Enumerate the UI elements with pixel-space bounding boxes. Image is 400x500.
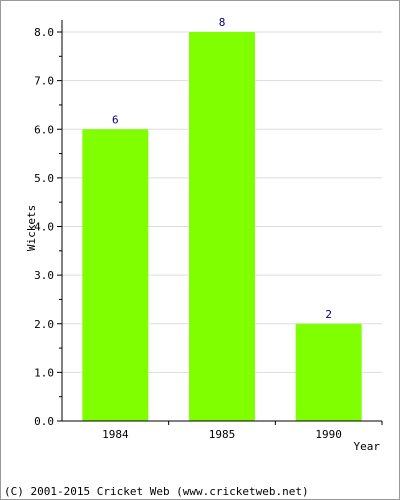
y-tick-label: 0.0 [34, 415, 54, 428]
x-tick-labels: 1984 1985 1990 [102, 428, 342, 441]
bar-1990 [295, 323, 362, 421]
data-label-1985: 8 [219, 16, 226, 29]
y-tick-label: 3.0 [34, 269, 54, 282]
y-tick-label: 7.0 [34, 75, 54, 88]
bar-1985 [189, 32, 255, 421]
y-axis-title: Wickets [25, 205, 38, 251]
x-tick-label-1984: 1984 [102, 428, 129, 441]
x-axis-title: Year [354, 440, 381, 453]
data-label-1990: 2 [325, 308, 332, 321]
y-tick-labels: 0.0 1.0 2.0 3.0 4.0 5.0 6.0 7.0 8.0 [34, 26, 54, 428]
bars [82, 32, 362, 421]
x-tick-label-1990: 1990 [315, 428, 342, 441]
data-labels: 6 8 2 [112, 16, 332, 321]
y-tick-label: 6.0 [34, 123, 54, 136]
copyright-footer: (C) 2001-2015 Cricket Web (www.cricketwe… [4, 485, 309, 498]
data-label-1984: 6 [112, 113, 119, 126]
y-tick-label: 1.0 [34, 366, 54, 379]
y-tick-label: 2.0 [34, 318, 54, 331]
y-tick-label: 4.0 [34, 221, 54, 234]
bar-1984 [82, 129, 149, 421]
y-tick-label: 8.0 [34, 26, 54, 39]
axes [57, 20, 383, 425]
x-tick-label-1985: 1985 [209, 428, 236, 441]
y-tick-label: 5.0 [34, 172, 54, 185]
